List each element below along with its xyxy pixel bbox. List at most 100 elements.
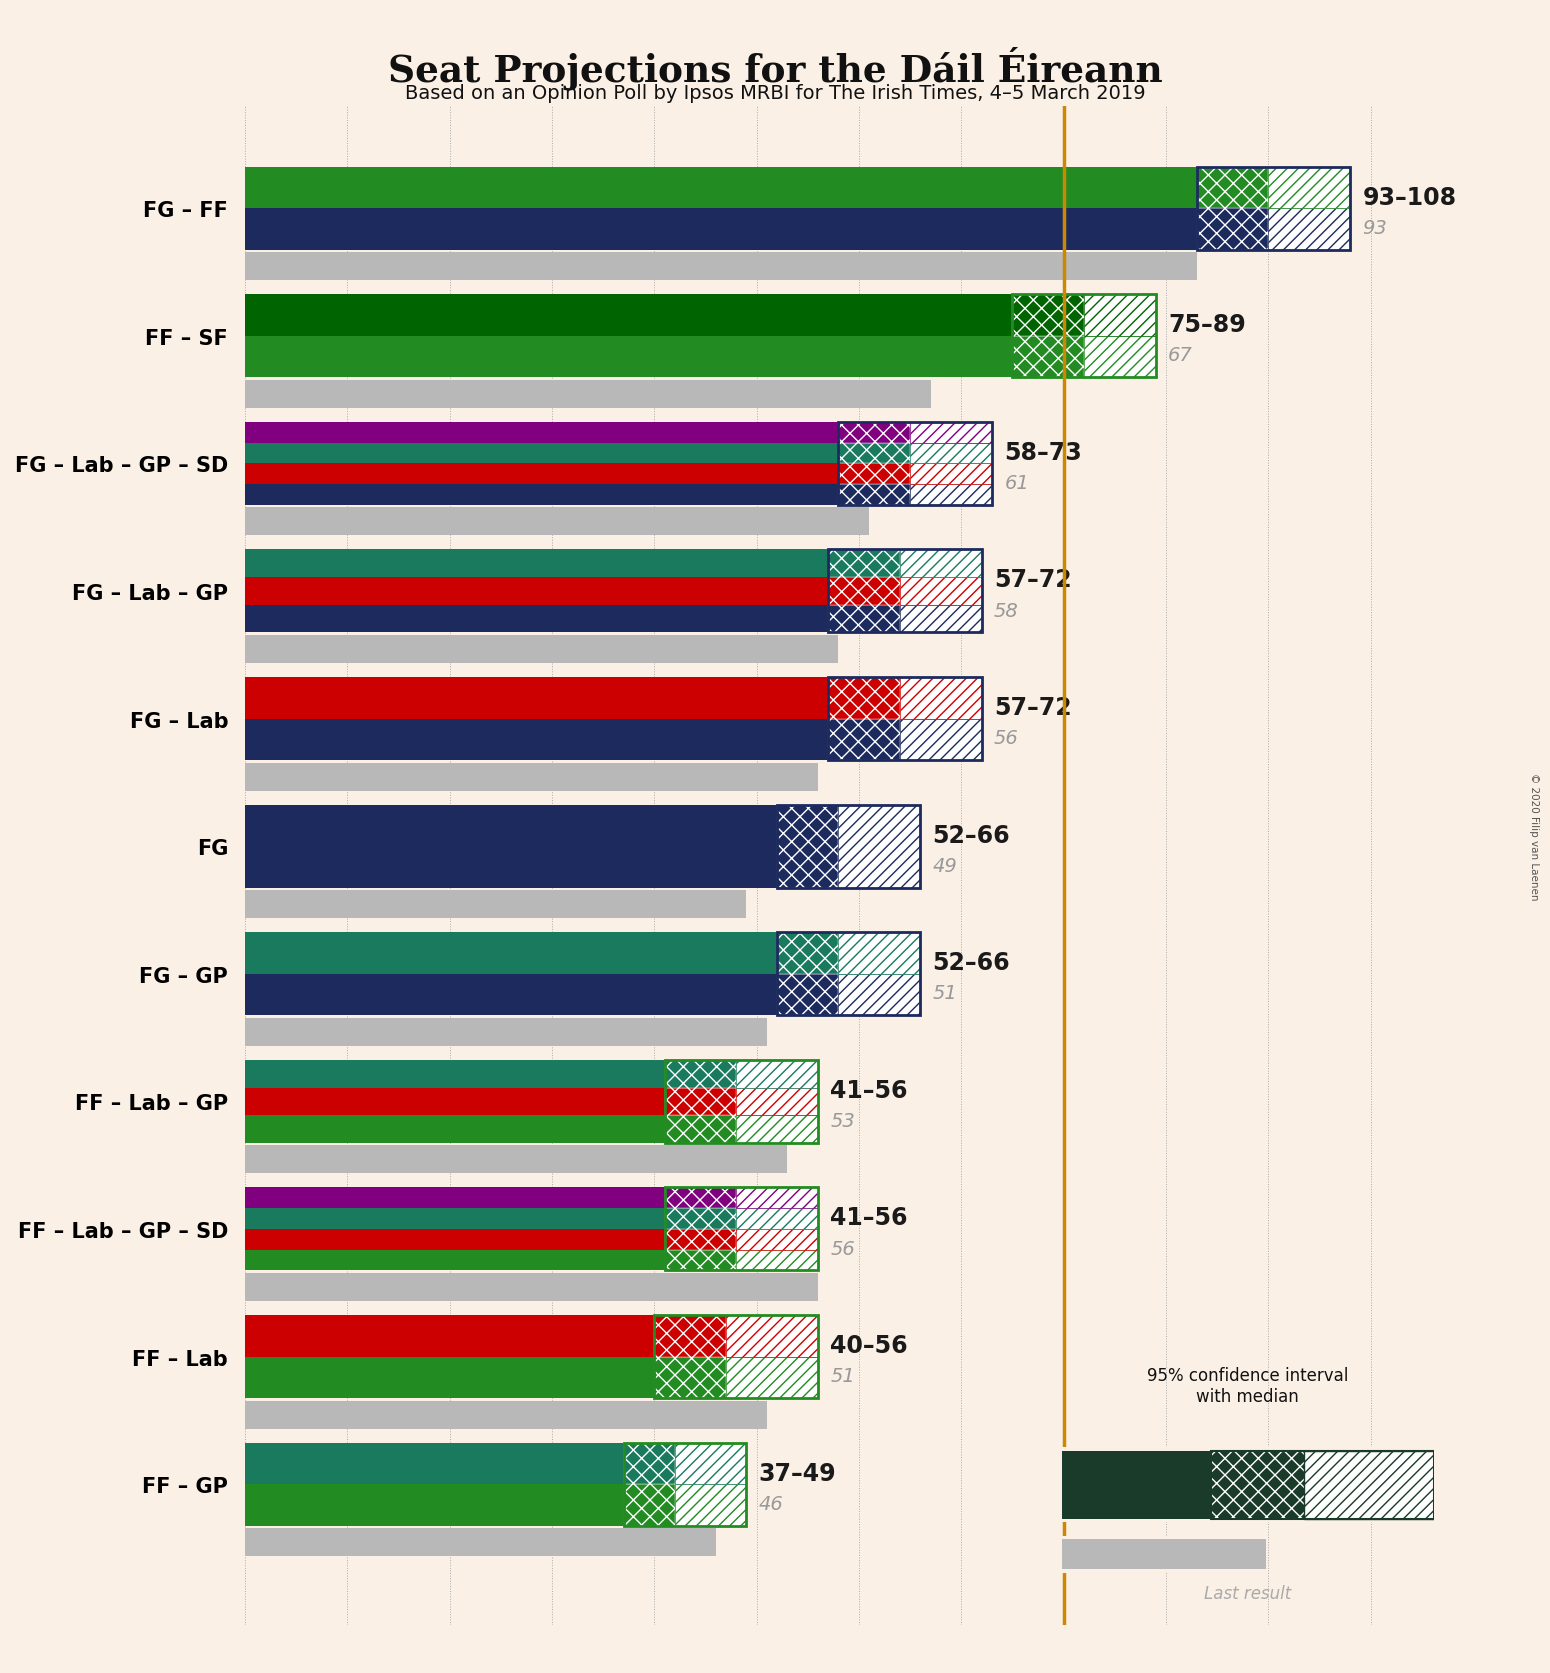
- Bar: [245, 1400, 767, 1429]
- Text: 40–56: 40–56: [831, 1333, 908, 1357]
- Text: Last result: Last result: [1204, 1584, 1291, 1603]
- Bar: [654, 1357, 725, 1399]
- Bar: [623, 1442, 747, 1526]
- Text: 93–108: 93–108: [1362, 186, 1457, 209]
- Bar: [1062, 1450, 1211, 1519]
- Bar: [1197, 167, 1268, 209]
- Bar: [777, 974, 839, 1016]
- Bar: [245, 443, 839, 463]
- Bar: [1083, 294, 1156, 336]
- Bar: [777, 934, 839, 974]
- Bar: [828, 678, 901, 719]
- Bar: [245, 934, 777, 974]
- Bar: [736, 1230, 818, 1250]
- Text: Based on an Opinion Poll by Ipsos MRBI for The Irish Times, 4–5 March 2019: Based on an Opinion Poll by Ipsos MRBI f…: [405, 84, 1145, 102]
- Bar: [725, 1357, 818, 1399]
- Bar: [245, 1116, 665, 1143]
- Bar: [901, 719, 981, 761]
- Bar: [245, 1357, 654, 1399]
- Bar: [901, 606, 981, 632]
- Bar: [839, 423, 992, 505]
- Bar: [665, 1188, 736, 1208]
- Bar: [245, 509, 870, 535]
- Bar: [665, 1230, 736, 1250]
- Bar: [245, 805, 777, 888]
- Text: 61: 61: [1004, 473, 1029, 492]
- Bar: [665, 1061, 818, 1143]
- Bar: [665, 1250, 736, 1271]
- Bar: [654, 1315, 818, 1399]
- Text: 57–72: 57–72: [994, 696, 1071, 719]
- Bar: [828, 719, 901, 761]
- Bar: [777, 934, 921, 1016]
- Bar: [736, 1061, 818, 1087]
- Text: 95% confidence interval
with median: 95% confidence interval with median: [1147, 1367, 1348, 1405]
- Bar: [245, 380, 930, 408]
- Bar: [623, 1442, 674, 1484]
- Bar: [828, 550, 981, 632]
- Bar: [839, 974, 921, 1016]
- Bar: [245, 890, 747, 918]
- Text: 56: 56: [994, 729, 1018, 748]
- Bar: [901, 678, 981, 719]
- Text: 57–72: 57–72: [994, 569, 1071, 592]
- Text: 46: 46: [758, 1494, 783, 1512]
- Bar: [828, 550, 901, 577]
- Bar: [777, 805, 921, 888]
- Bar: [1012, 336, 1083, 378]
- Bar: [245, 1230, 665, 1250]
- Bar: [245, 423, 839, 443]
- Bar: [1268, 209, 1350, 251]
- Bar: [1012, 294, 1083, 336]
- Bar: [1304, 1450, 1434, 1519]
- Bar: [245, 1146, 787, 1174]
- Bar: [839, 934, 921, 974]
- Bar: [736, 1250, 818, 1271]
- Bar: [736, 1208, 818, 1230]
- Bar: [665, 1087, 736, 1116]
- Bar: [245, 485, 839, 505]
- Bar: [1211, 1450, 1434, 1519]
- Text: 51: 51: [831, 1367, 856, 1385]
- Bar: [245, 1019, 767, 1046]
- Bar: [245, 719, 828, 761]
- Bar: [736, 1116, 818, 1143]
- Bar: [1197, 167, 1350, 251]
- Bar: [901, 550, 981, 577]
- Text: 58: 58: [994, 601, 1018, 621]
- Bar: [901, 577, 981, 606]
- Bar: [245, 336, 1012, 378]
- Text: 41–56: 41–56: [831, 1077, 908, 1103]
- Bar: [1012, 294, 1156, 378]
- Bar: [245, 974, 777, 1016]
- Bar: [245, 1087, 665, 1116]
- Bar: [245, 463, 839, 485]
- Bar: [665, 1061, 736, 1087]
- Bar: [839, 485, 910, 505]
- Text: 93: 93: [1362, 219, 1387, 238]
- Bar: [245, 550, 828, 577]
- Text: 52–66: 52–66: [933, 823, 1011, 847]
- Bar: [1197, 209, 1268, 251]
- Bar: [674, 1484, 747, 1526]
- Bar: [1083, 336, 1156, 378]
- Bar: [665, 1188, 818, 1271]
- Bar: [910, 485, 992, 505]
- Text: 75–89: 75–89: [1169, 313, 1246, 336]
- Text: Seat Projections for the Dáil Éireann: Seat Projections for the Dáil Éireann: [388, 47, 1162, 90]
- Bar: [1062, 1539, 1266, 1569]
- Bar: [665, 1116, 736, 1143]
- Bar: [910, 463, 992, 485]
- Text: 56: 56: [831, 1240, 856, 1258]
- Bar: [245, 1188, 665, 1208]
- Bar: [839, 423, 910, 443]
- Text: 53: 53: [831, 1111, 856, 1131]
- Bar: [777, 805, 839, 888]
- Text: 41–56: 41–56: [831, 1206, 908, 1230]
- Text: 67: 67: [1169, 346, 1194, 365]
- Text: 58–73: 58–73: [1004, 440, 1082, 465]
- Bar: [245, 209, 1197, 251]
- Text: 52–66: 52–66: [933, 950, 1011, 975]
- Text: 49: 49: [933, 857, 958, 875]
- Bar: [245, 1273, 818, 1302]
